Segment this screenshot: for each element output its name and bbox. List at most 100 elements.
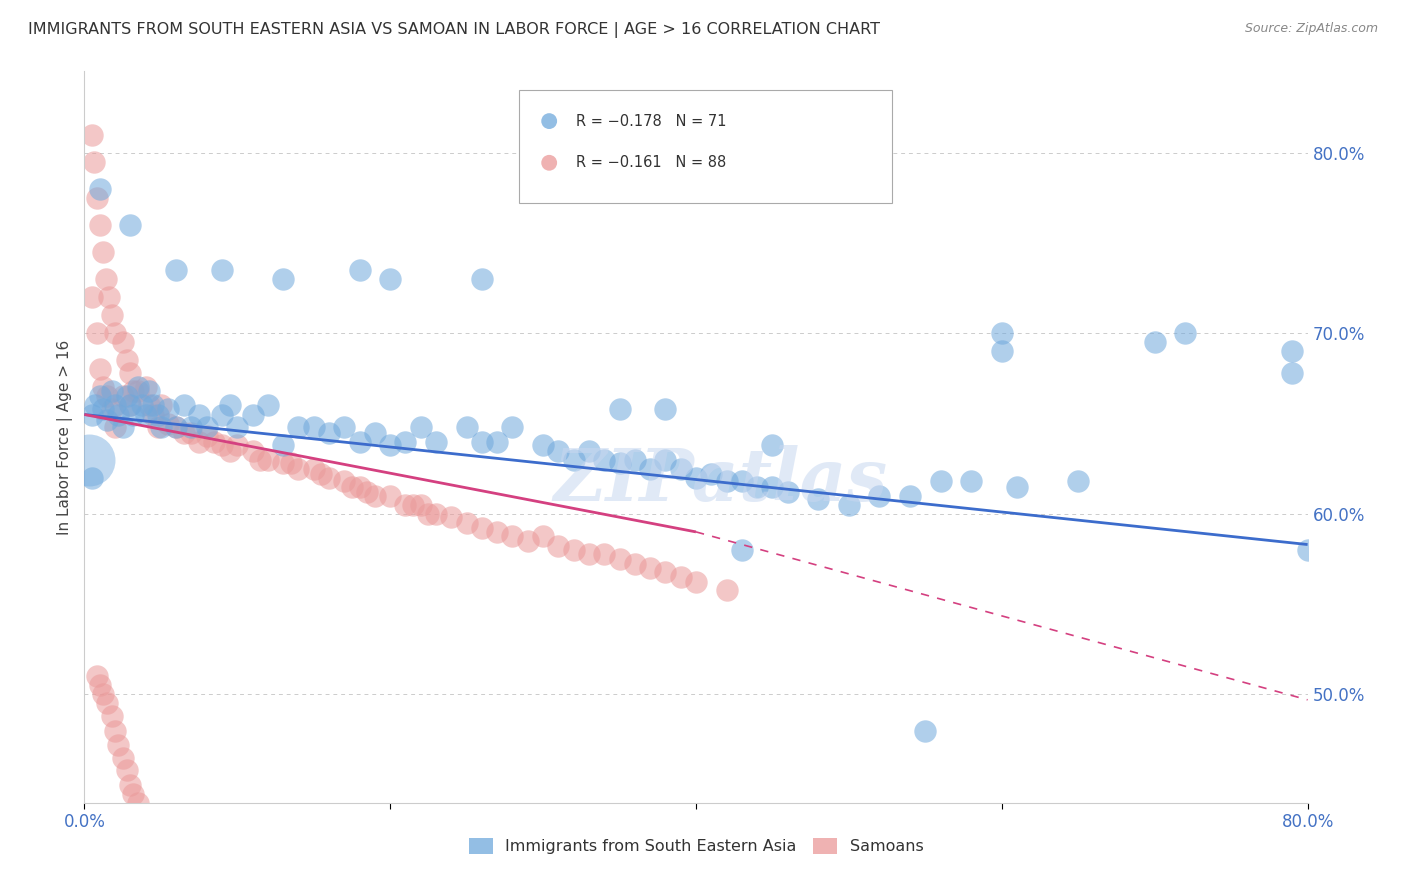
Point [249,452,271,467]
Point [929,475,952,489]
Point [89,182,111,196]
Point [120,778,142,792]
Point [104,420,127,434]
Point [188,408,211,422]
Point [165,263,187,277]
Point [96,389,118,403]
Point [654,452,676,467]
Point [91,402,114,417]
Point [157,417,180,431]
Point [869,489,891,503]
Point [165,420,187,434]
Point [1296,543,1319,558]
Point [188,434,211,449]
Point [271,438,294,452]
Point [349,434,371,449]
Point [456,420,478,434]
Point [195,420,218,434]
Point [91,688,114,702]
Point [394,434,416,449]
Point [115,353,138,368]
Point [218,399,240,413]
Point [120,399,142,413]
Point [165,420,187,434]
Point [218,443,240,458]
Point [593,452,616,467]
Point [80,128,103,142]
Point [89,362,111,376]
Point [242,408,264,422]
Text: R = −0.178   N = 71: R = −0.178 N = 71 [576,113,727,128]
Point [104,326,127,341]
Point [562,452,585,467]
Point [257,399,280,413]
Point [311,467,333,482]
Point [609,402,631,417]
Point [271,272,294,286]
Point [138,399,160,413]
Point [127,796,149,810]
Point [257,452,280,467]
Point [486,524,509,539]
Text: IMMIGRANTS FROM SOUTH EASTERN ASIA VS SAMOAN IN LABOR FORCE | AGE > 16 CORRELATI: IMMIGRANTS FROM SOUTH EASTERN ASIA VS SA… [28,22,880,38]
Point [120,399,142,413]
FancyBboxPatch shape [519,90,891,203]
Point [271,456,294,470]
Point [898,489,921,503]
Point [807,492,830,507]
Point [101,384,124,398]
Point [380,438,402,452]
Point [471,521,494,535]
Point [101,402,124,417]
Point [578,443,600,458]
Point [364,425,387,440]
Point [80,290,103,304]
Point [380,272,402,286]
Point [111,420,134,434]
Point [120,218,142,232]
Point [122,408,145,422]
Point [97,290,120,304]
Point [562,543,585,558]
Point [333,475,356,489]
Point [425,507,447,521]
Point [716,582,738,597]
Point [409,420,432,434]
Point [418,507,440,521]
Point [364,489,387,503]
Point [409,498,432,512]
Point [111,335,134,350]
Point [349,480,371,494]
Point [84,399,107,413]
Point [1067,475,1090,489]
Point [609,456,631,470]
Point [149,420,172,434]
Point [107,738,129,752]
Point [547,539,569,553]
Point [173,425,195,440]
Point [89,389,111,403]
Point [142,399,165,413]
Point [502,528,524,542]
Point [142,408,165,422]
Point [624,558,647,572]
Point [716,475,738,489]
Point [211,438,233,452]
Point [157,402,180,417]
Point [127,380,149,394]
Point [425,434,447,449]
Point [761,438,783,452]
Point [531,438,554,452]
Point [131,399,153,413]
Point [402,498,425,512]
Y-axis label: In Labor Force | Age > 16: In Labor Force | Age > 16 [58,340,73,534]
Point [91,244,114,259]
Point [173,399,195,413]
Legend: Immigrants from South Eastern Asia, Samoans: Immigrants from South Eastern Asia, Samo… [463,831,929,861]
Point [135,408,157,422]
Point [654,565,676,579]
Point [149,399,172,413]
Point [731,475,754,489]
Point [731,543,754,558]
Point [654,10,676,24]
